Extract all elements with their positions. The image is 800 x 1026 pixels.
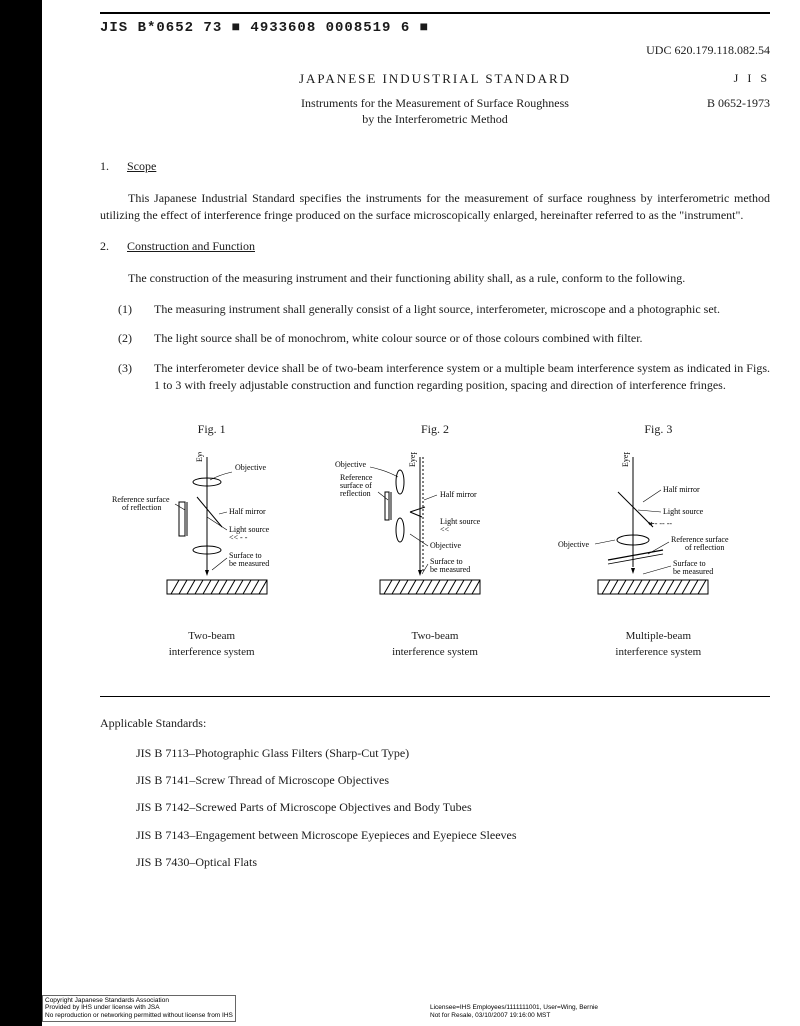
para-scope: This Japanese Industrial Standard specif… (100, 190, 770, 225)
section-2-title: Construction and Function (127, 239, 255, 253)
svg-text:Light source: Light source (663, 507, 704, 516)
list-item: (2) The light source shall be of monochr… (118, 330, 770, 347)
svg-text:Half mirror: Half mirror (229, 507, 266, 516)
standard-item: JIS B 7142–Screwed Parts of Microscope O… (136, 799, 770, 816)
footer-line: Provided by IHS under license with JSA (45, 1004, 233, 1012)
svg-text:reflection: reflection (340, 489, 371, 498)
top-rule (100, 12, 770, 14)
numbered-list: (1) The measuring instrument shall gener… (118, 301, 770, 395)
section-1-title: Scope (127, 159, 156, 173)
figure-labels: Fig. 1 Fig. 2 Fig. 3 (100, 421, 770, 438)
footer-license: Licensee=IHS Employees/1111111001, User=… (430, 1004, 598, 1020)
standard-item: JIS B 7430–Optical Flats (136, 854, 770, 871)
svg-text:Eyepiece: Eyepiece (195, 452, 204, 462)
svg-text:<<: << (440, 525, 450, 534)
svg-text:Objective: Objective (335, 460, 367, 469)
list-num: (1) (118, 301, 154, 318)
list-text: The light source shall be of monochrom, … (154, 330, 770, 347)
udc-code: UDC 620.179.118.082.54 (100, 42, 770, 59)
jis-label: J I S (571, 70, 770, 89)
list-item: (1) The measuring instrument shall gener… (118, 301, 770, 318)
svg-text:Objective: Objective (558, 540, 590, 549)
svg-text:of reflection: of reflection (685, 543, 724, 552)
ocr-header: JIS B*0652 73 ■ 4933608 0008519 6 ■ (100, 18, 770, 38)
fig-label: Fig. 1 (198, 421, 226, 438)
svg-text:Eyepiece: Eyepiece (621, 452, 630, 467)
subtitle-row: Instruments for the Measurement of Surfa… (100, 95, 770, 129)
list-text: The interferometer device shall be of tw… (154, 360, 770, 395)
diagram-caption: Two-beaminterference system (107, 629, 317, 660)
diagram-3: Eyepiece Half mirror Light source ↞- -- … (553, 452, 763, 660)
svg-text:be measured: be measured (673, 567, 713, 576)
svg-text:<< - -: << - - (229, 533, 248, 542)
svg-text:Half mirror: Half mirror (663, 485, 700, 494)
subtitle: Instruments for the Measurement of Surfa… (301, 95, 569, 129)
section-1: 1. Scope (100, 158, 770, 175)
subtitle-line1: Instruments for the Measurement of Surfa… (301, 96, 569, 110)
standard-code: B 0652-1973 (707, 95, 770, 112)
list-text: The measuring instrument shall generally… (154, 301, 770, 318)
svg-text:be measured: be measured (430, 565, 470, 574)
list-item: (3) The interferometer device shall be o… (118, 360, 770, 395)
standard-item: JIS B 7141–Screw Thread of Microscope Ob… (136, 772, 770, 789)
footer-line: No reproduction or networking permitted … (45, 1012, 233, 1020)
footer-line: Copyright Japanese Standards Association (45, 997, 233, 1005)
list-num: (3) (118, 360, 154, 395)
footer-copyright: Copyright Japanese Standards Association… (42, 995, 236, 1022)
section-1-num: 1. (100, 159, 109, 173)
scan-margin (0, 0, 42, 1026)
svg-text:Objective: Objective (430, 541, 462, 550)
diagram-caption: Two-beaminterference system (330, 629, 540, 660)
applicable-heading: Applicable Standards: (100, 715, 770, 732)
list-num: (2) (118, 330, 154, 347)
main-heading-row: JAPANESE INDUSTRIAL STANDARD J I S (100, 70, 770, 89)
subtitle-line2: by the Interferometric Method (362, 112, 508, 126)
standard-item: JIS B 7113–Photographic Glass Filters (S… (136, 745, 770, 762)
diagram-caption: Multiple-beaminterference system (553, 629, 763, 660)
svg-text:be measured: be measured (229, 559, 269, 568)
footer-line: Not for Resale, 03/10/2007 19:16:00 MST (430, 1012, 598, 1020)
svg-text:Eyepiece: Eyepiece (408, 452, 417, 467)
main-heading: JAPANESE INDUSTRIAL STANDARD (299, 70, 571, 89)
fig-label: Fig. 2 (421, 421, 449, 438)
svg-text:Half mirror: Half mirror (440, 490, 477, 499)
section-2: 2. Construction and Function (100, 238, 770, 255)
standards-list: JIS B 7113–Photographic Glass Filters (S… (136, 745, 770, 872)
svg-text:Objective: Objective (235, 463, 267, 472)
divider (100, 696, 770, 697)
standard-item: JIS B 7143–Engagement between Microscope… (136, 827, 770, 844)
document-page: JIS B*0652 73 ■ 4933608 0008519 6 ■ UDC … (42, 0, 800, 872)
para-construction: The construction of the measuring instru… (100, 270, 770, 287)
section-2-num: 2. (100, 239, 109, 253)
footer-line: Licensee=IHS Employees/1111111001, User=… (430, 1004, 598, 1012)
diagram-1: Eyepiece Objective Reference surface of … (107, 452, 317, 660)
diagrams-row: Eyepiece Objective Reference surface of … (100, 452, 770, 660)
svg-text:of reflection: of reflection (122, 503, 161, 512)
svg-text:↞- -- --: ↞- -- -- (648, 519, 672, 528)
fig-label: Fig. 3 (644, 421, 672, 438)
diagram-2: Objective Eyepiece Reference surface of … (330, 452, 540, 660)
